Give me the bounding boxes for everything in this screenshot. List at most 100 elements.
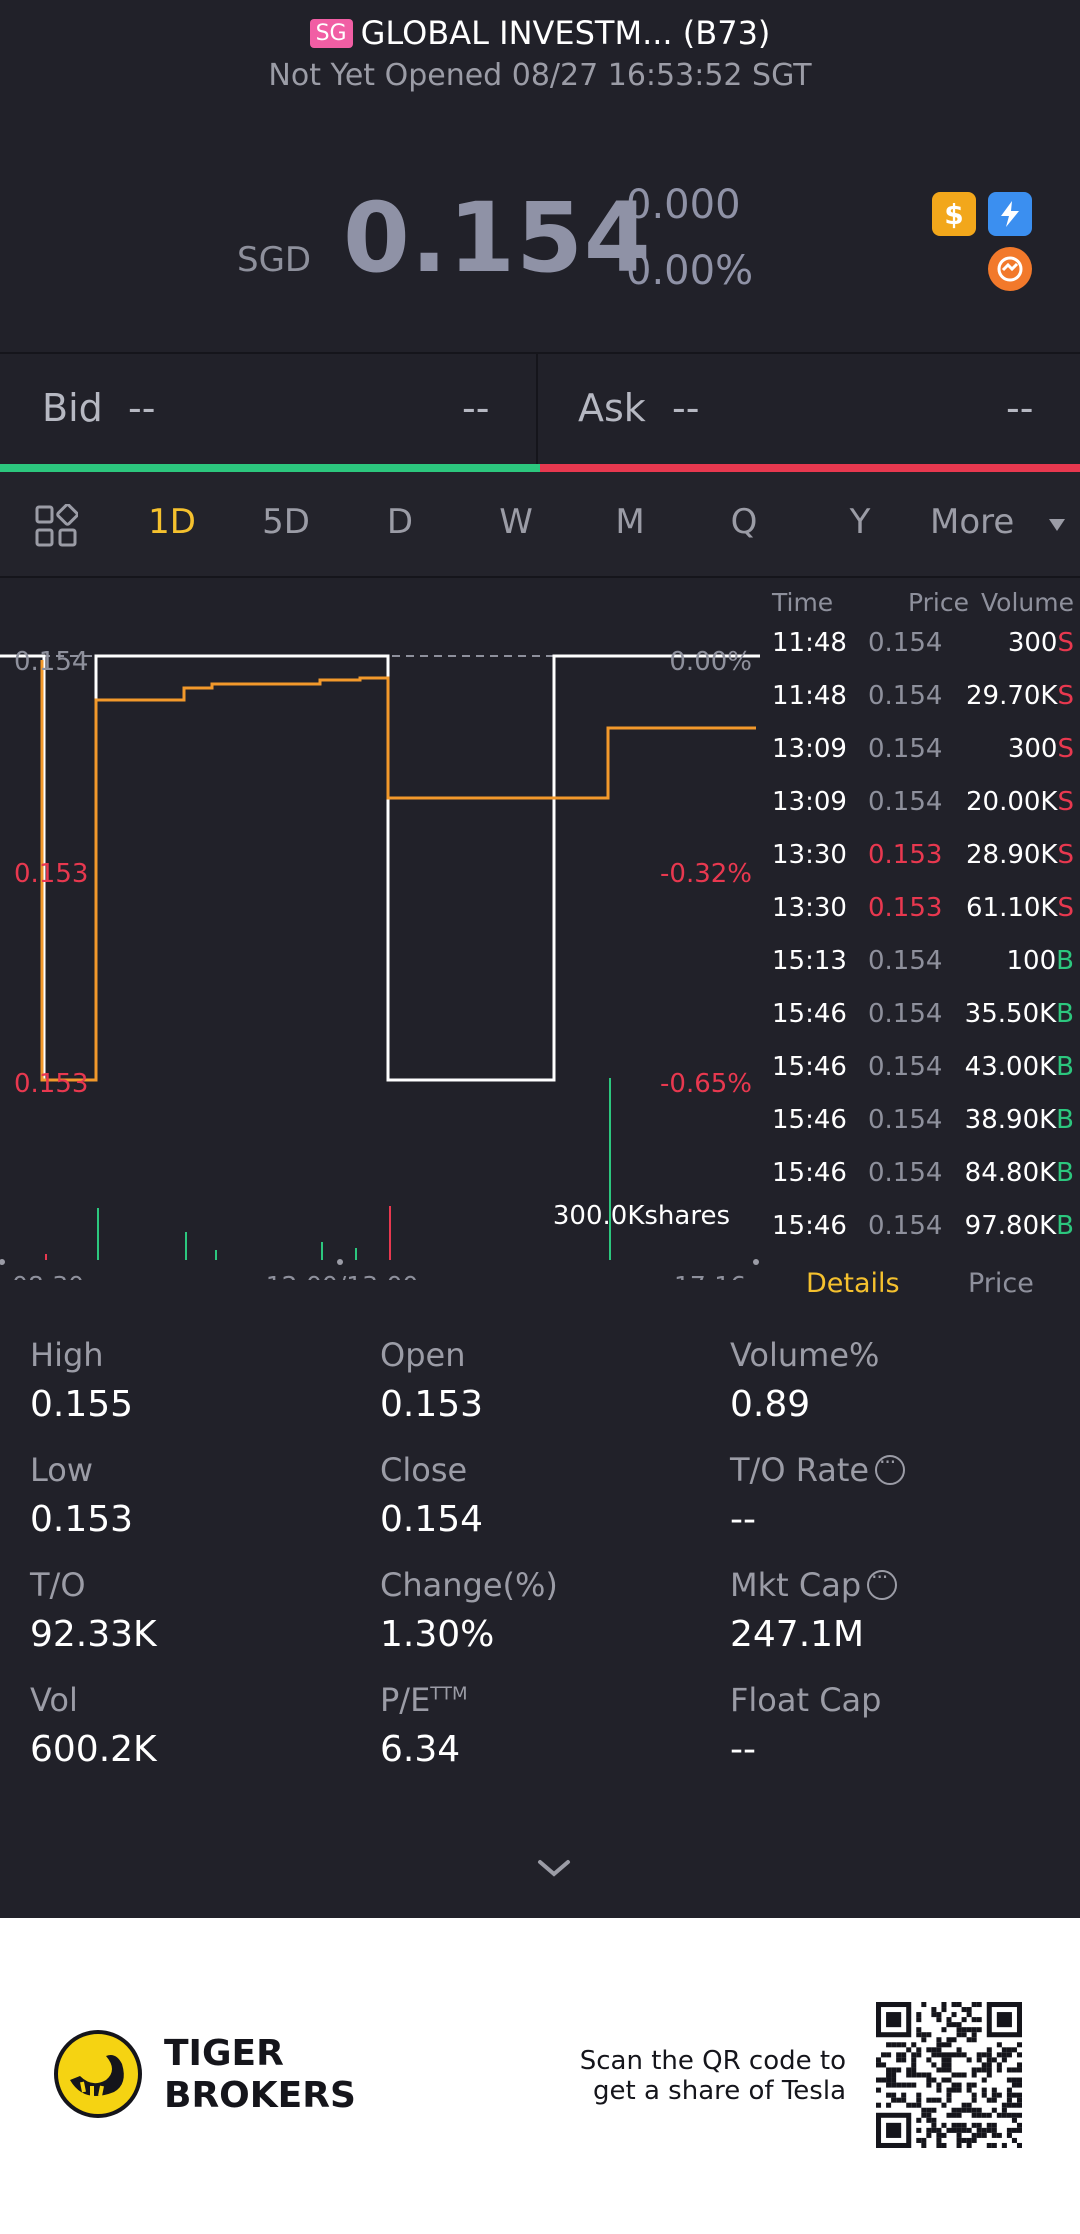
tick-time: 15:46	[772, 1211, 847, 1241]
tick-time: 15:13	[772, 946, 847, 976]
ticks-header-price: Price	[908, 588, 969, 617]
price-label-bottom: 0.153	[14, 1069, 88, 1099]
tick-side: S	[1057, 734, 1074, 764]
tick-price: 0.154	[868, 946, 943, 976]
market-status: Not Yet Opened 08/27 16:53:52 SGT	[268, 58, 812, 93]
pct-label-top: 0.00%	[669, 647, 752, 677]
tick-time: 15:46	[772, 1052, 847, 1082]
tick-price: 0.154	[868, 787, 943, 817]
layout-grid-icon[interactable]	[34, 504, 78, 548]
stat-label: Close	[380, 1451, 467, 1489]
tick-price: 0.154	[868, 1211, 943, 1241]
stat-label-text: Mkt Cap	[730, 1566, 862, 1604]
tick-side: B	[1056, 1211, 1074, 1241]
stat-label-text: Low	[30, 1451, 94, 1489]
qr-code[interactable]	[876, 2002, 1022, 2148]
tick-volume: 28.90KS	[966, 840, 1074, 870]
currency-label: SGD	[237, 240, 312, 280]
ask-size: --	[1006, 386, 1034, 430]
dollar-icon[interactable]: $	[932, 192, 976, 236]
tab-1d[interactable]: 1D	[148, 502, 196, 542]
stat-label-text: P/E	[380, 1681, 431, 1719]
flash-icon[interactable]	[988, 192, 1032, 236]
tick-volume-value: 61.10K	[966, 893, 1058, 923]
tick-time: 13:30	[772, 840, 847, 870]
tab-m[interactable]: M	[615, 502, 645, 542]
tab-more[interactable]: More	[930, 502, 1040, 542]
tick-volume: 43.00KB	[965, 1052, 1074, 1082]
tick-volume-value: 20.00K	[966, 787, 1058, 817]
tick-price: 0.154	[868, 999, 943, 1029]
stat-value: --	[730, 1499, 756, 1540]
stat-label-text: Vol	[30, 1681, 78, 1719]
stock-title: SG GLOBAL INVESTM... (B73)	[0, 14, 1080, 52]
stat-value: 1.30%	[380, 1614, 495, 1655]
pct-label-bottom: -0.65%	[660, 1069, 752, 1099]
swap-icon[interactable]	[988, 247, 1032, 291]
stat-value: 0.153	[30, 1499, 134, 1540]
stat-label-text: Change(%)	[380, 1566, 558, 1604]
x-label-start: 08:30	[12, 1271, 84, 1280]
stat-label: T/O	[30, 1566, 86, 1604]
axis-dot	[0, 1259, 5, 1265]
stat-value: 0.154	[380, 1499, 484, 1540]
tick-time: 13:09	[772, 787, 847, 817]
price-label-mid: 0.153	[14, 859, 88, 889]
pct-label-mid: -0.32%	[660, 859, 752, 889]
caret-down-icon[interactable]	[1048, 518, 1066, 532]
tab-q[interactable]: Q	[730, 502, 758, 542]
x-label-end: 17:16	[674, 1271, 746, 1280]
bid-price: --	[128, 386, 156, 430]
ask-price: --	[672, 386, 700, 430]
ticks-header-volume: Volume	[981, 588, 1074, 617]
stat-value: 0.155	[30, 1384, 134, 1425]
stat-value: --	[730, 1729, 756, 1770]
tab-price[interactable]: Price	[968, 1268, 1034, 1299]
stat-label-text: Open	[380, 1336, 466, 1374]
tick-volume-value: 100	[1006, 946, 1057, 976]
tick-side: S	[1057, 840, 1074, 870]
intraday-chart[interactable]: 0.154 0.153 0.153 0.00% -0.32% -0.65% 30…	[0, 580, 760, 1280]
period-tabs	[0, 472, 1080, 578]
tab-y[interactable]: Y	[849, 502, 871, 542]
tick-price: 0.154	[868, 628, 943, 658]
stat-label-sup: TTM	[430, 1683, 468, 1705]
stat-label: Low	[30, 1451, 93, 1489]
stat-label[interactable]: Mkt Cap	[730, 1565, 898, 1604]
ticks-header-time: Time	[772, 588, 834, 617]
tab-5d[interactable]: 5D	[262, 502, 310, 542]
axis-dot	[753, 1259, 759, 1265]
tick-time: 15:46	[772, 999, 847, 1029]
stat-label: Volume%	[730, 1336, 879, 1374]
stat-label-text: High	[30, 1336, 104, 1374]
bid-label: Bid	[42, 386, 103, 430]
tick-price: 0.154	[868, 681, 943, 711]
tab-details[interactable]: Details	[806, 1268, 900, 1299]
tick-volume: 100B	[1007, 946, 1074, 976]
ask-label: Ask	[578, 386, 646, 430]
stat-label[interactable]: T/O Rate	[730, 1450, 906, 1489]
price-line	[0, 654, 760, 1082]
average-line	[40, 660, 756, 1082]
volume-max-label: 300.0Kshares	[553, 1201, 730, 1231]
tick-volume-value: 38.90K	[964, 1105, 1057, 1135]
tab-d[interactable]: D	[386, 502, 414, 542]
tick-side: B	[1056, 1105, 1074, 1135]
more-info-icon[interactable]	[875, 1450, 906, 1485]
qr-caption-line1: Scan the QR code to	[579, 2046, 846, 2076]
tick-volume-value: 43.00K	[964, 1052, 1057, 1082]
tick-volume: 61.10KS	[966, 893, 1074, 923]
price-change: 0.000	[626, 182, 741, 228]
market-badge: SG	[309, 19, 353, 48]
tick-side: S	[1057, 787, 1074, 817]
tab-w[interactable]: W	[499, 502, 533, 542]
stat-value: 92.33K	[30, 1614, 157, 1655]
tick-volume: 97.80KB	[965, 1211, 1074, 1241]
stat-value: 247.1M	[730, 1614, 865, 1655]
tick-volume-value: 28.90K	[966, 840, 1058, 870]
chevron-down-icon[interactable]	[536, 1856, 572, 1880]
stat-label-text: T/O	[30, 1566, 86, 1604]
more-info-icon[interactable]	[867, 1565, 898, 1600]
x-label-mid: 12:00/13:00	[266, 1271, 419, 1280]
ask-bar	[540, 464, 1080, 472]
